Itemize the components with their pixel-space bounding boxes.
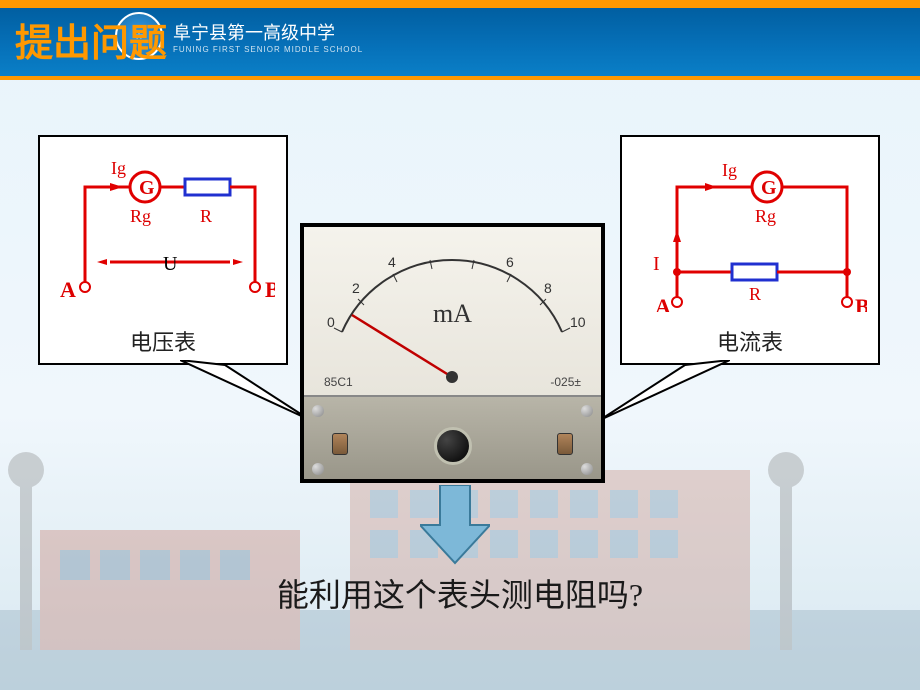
label-ig: Ig <box>111 158 126 178</box>
svg-text:4: 4 <box>388 254 396 270</box>
svg-text:6: 6 <box>506 254 514 270</box>
slide-question: 能利用这个表头测电阻吗? <box>277 570 643 616</box>
slide-title: 提出问题 <box>15 12 167 67</box>
meter-panel <box>304 397 601 483</box>
label-a-r: A <box>655 294 671 312</box>
label-g: G <box>139 177 155 199</box>
label-r-r: R <box>749 284 761 304</box>
screw-icon <box>312 463 324 475</box>
slide-content: Ig G Rg R U A B 电压表 <box>0 80 920 690</box>
ammeter-caption: 电流表 <box>637 325 863 357</box>
school-name-cn: 阜宁县第一高级中学 <box>173 19 363 45</box>
label-rg-r: Rg <box>755 206 776 226</box>
svg-text:10: 10 <box>570 314 586 330</box>
label-b: B <box>265 277 275 302</box>
meter-model: 85C1 <box>324 375 353 389</box>
meter-unit-label: mA <box>433 299 472 329</box>
voltmeter-circuit-svg: Ig G Rg R U A B <box>55 152 275 312</box>
header-accent-bar <box>0 0 920 8</box>
screw-icon <box>581 463 593 475</box>
voltmeter-caption: 电压表 <box>55 325 271 357</box>
meter-knob <box>434 427 472 465</box>
label-b-r: B <box>855 294 867 312</box>
label-ig-r: Ig <box>722 160 737 180</box>
label-rg: Rg <box>130 206 151 226</box>
ammeter-circuit-svg: Ig G Rg I R A B <box>637 152 867 312</box>
meter-spec: -025± <box>550 375 581 389</box>
school-name-en: FUNING FIRST SENIOR MIDDLE SCHOOL <box>173 45 363 54</box>
label-a: A <box>60 277 76 302</box>
voltmeter-circuit-box: Ig G Rg R U A B 电压表 <box>38 135 288 365</box>
svg-text:2: 2 <box>352 280 360 296</box>
meter-terminal <box>332 433 348 455</box>
label-u: U <box>163 253 178 275</box>
screw-icon <box>581 405 593 417</box>
meter-face: 0 2 4 6 8 10 mA 85C1 -025± <box>304 227 601 397</box>
label-r: R <box>200 206 212 226</box>
meter-terminal <box>557 433 573 455</box>
screw-icon <box>312 405 324 417</box>
label-i-r: I <box>653 253 660 275</box>
down-arrow-icon <box>420 485 490 565</box>
svg-text:8: 8 <box>544 280 552 296</box>
slide-header: 提出问题 ☆ 阜宁县第一高级中学 FUNING FIRST SENIOR MID… <box>0 0 920 80</box>
analog-meter: 0 2 4 6 8 10 mA 85C1 -025± <box>300 223 605 483</box>
label-g-r: G <box>761 177 777 199</box>
ammeter-circuit-box: Ig G Rg I R A B 电流表 <box>620 135 880 365</box>
svg-text:0: 0 <box>327 314 335 330</box>
